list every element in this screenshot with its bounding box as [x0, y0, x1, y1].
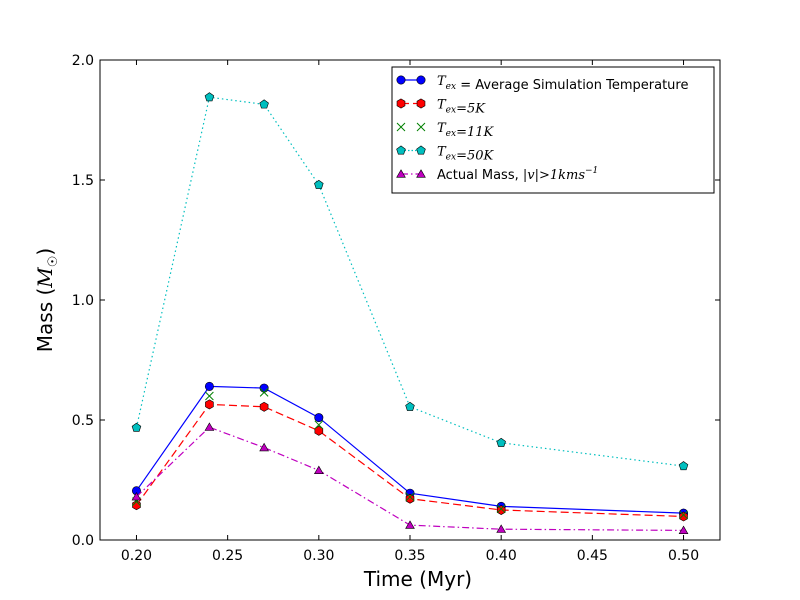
legend-label: Tex=50K [437, 145, 495, 164]
legend-marker [416, 145, 426, 155]
series-layer [131, 92, 689, 535]
y-axis-label: Mass (M☉) [33, 248, 61, 352]
data-point [496, 505, 506, 515]
legend-label: Actual Mass, |v|>1kms−1 [437, 166, 598, 183]
data-point [204, 422, 215, 431]
series-5 [131, 422, 689, 535]
data-point [204, 381, 214, 391]
x-tick-label: 0.30 [303, 548, 334, 564]
data-point [314, 420, 324, 430]
legend-marker [396, 98, 406, 109]
x-tick-label: 0.50 [668, 548, 699, 564]
x-axis-label: Time (Myr) [363, 567, 472, 591]
x-tick-label: 0.45 [577, 548, 608, 564]
data-point [259, 442, 269, 452]
legend-entry: Actual Mass, |v|>1kms−1 [396, 166, 598, 183]
data-point [204, 92, 215, 102]
legend-label: Tex=11K [437, 121, 495, 140]
x-tick-label: 0.25 [212, 548, 243, 564]
data-point [405, 401, 415, 411]
legend-entry: Tex=5K [396, 98, 486, 117]
legend-marker [416, 75, 426, 85]
y-axis-label-subscript: ☉ [46, 256, 61, 268]
x-tick-label: 0.40 [486, 548, 517, 564]
data-point [314, 179, 324, 189]
data-point [259, 383, 269, 393]
legend-entry: Tex = Average Simulation Temperature [396, 74, 688, 93]
legend-label: Tex=5K [437, 98, 486, 117]
data-point [679, 510, 688, 520]
x-tick-label: 0.20 [121, 548, 152, 564]
data-point [496, 504, 506, 514]
data-point [405, 520, 415, 529]
ticks-layer: 0.20 0.25 0.30 0.35 0.40 0.45 0.50 0.0 0.5 1.0 1.5… [72, 53, 720, 564]
data-point [496, 524, 507, 533]
data-point [314, 413, 324, 423]
legend-entry: Tex=50K [396, 145, 495, 164]
legend-marker [416, 169, 426, 178]
legend: Tex = Average Simulation Temperature Tex=… [391, 66, 715, 194]
data-point [205, 399, 214, 410]
y-axis-label-prefix: Mass ( [33, 288, 57, 353]
y-tick-label: 0.0 [72, 533, 94, 549]
data-point [131, 422, 142, 432]
legend-entry: Tex=11K [396, 121, 495, 140]
data-point [678, 461, 689, 471]
data-point [259, 99, 269, 109]
legend-marker [416, 122, 426, 132]
y-tick-label: 1.0 [72, 293, 94, 309]
data-point [405, 492, 415, 502]
legend-box [391, 66, 715, 194]
data-point [205, 391, 214, 401]
data-point [405, 493, 415, 504]
legend-marker [416, 98, 426, 109]
data-point [678, 525, 689, 535]
y-tick-label: 1.5 [72, 173, 94, 189]
y-tick-label: 2.0 [72, 53, 94, 69]
x-tick-label: 0.35 [394, 548, 425, 564]
series-3 [132, 388, 688, 520]
y-axis-label-suffix: ) [33, 248, 57, 256]
data-point [496, 437, 506, 447]
y-tick-label: 0.5 [72, 413, 94, 429]
legend-marker [396, 122, 406, 132]
legend-marker [396, 75, 406, 85]
legend-marker [396, 145, 406, 155]
legend-label: Tex = Average Simulation Temperature [437, 74, 688, 93]
data-point [313, 465, 324, 475]
y-axis-label-symbol: M [33, 267, 57, 289]
series-4 [131, 92, 689, 471]
data-point [259, 388, 269, 397]
data-point [259, 401, 269, 412]
data-point [131, 491, 142, 501]
legend-marker [396, 169, 406, 178]
data-point [679, 511, 688, 522]
